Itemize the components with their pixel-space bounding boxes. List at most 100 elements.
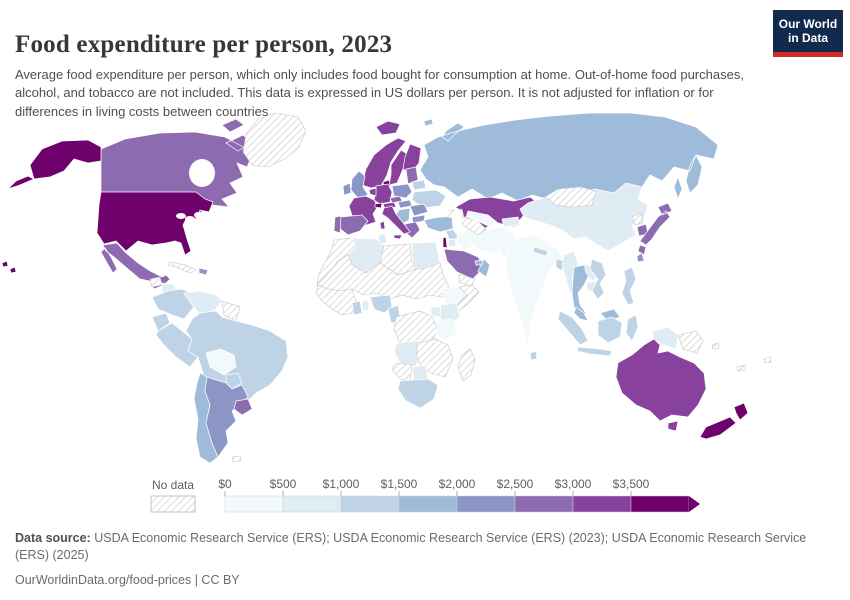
license-link[interactable]: OurWorldinData.org/food-prices | CC BY [15, 572, 240, 587]
country-south-africa[interactable] [397, 378, 439, 409]
country-russia[interactable] [419, 112, 719, 202]
country-uganda[interactable] [430, 306, 441, 318]
owid-logo-accent-bar [773, 51, 843, 57]
country-bangladesh[interactable] [555, 258, 565, 272]
country-alaska-united-states[interactable] [7, 139, 102, 190]
country-solomon-islands[interactable] [711, 342, 720, 350]
country-uruguay[interactable] [233, 398, 253, 416]
country-sri-lanka[interactable] [529, 350, 538, 361]
legend-tick-label: $3,500 [613, 477, 650, 491]
country-germany[interactable] [373, 183, 393, 205]
country-india[interactable] [505, 234, 563, 346]
data-source-text: USDA Economic Research Service (ERS); US… [15, 531, 807, 563]
caspian-sea [452, 208, 462, 234]
country-bolivia[interactable] [205, 348, 237, 376]
owid-logo[interactable]: Our World in Data [773, 10, 843, 57]
great-lake-west [176, 213, 186, 219]
country-mexico[interactable] [100, 242, 171, 290]
country-taiwan[interactable] [636, 252, 645, 263]
country-philippines[interactable] [621, 266, 637, 306]
country-israel[interactable] [442, 236, 448, 249]
legend-bin-2[interactable] [340, 495, 400, 513]
country-bulgaria[interactable] [411, 214, 426, 224]
owid-logo-line1: Our World [778, 17, 838, 31]
country-new-zealand[interactable] [699, 402, 749, 440]
country-namibia[interactable] [391, 362, 413, 382]
country-vietnam[interactable] [589, 258, 607, 300]
country-iceland[interactable] [375, 120, 401, 136]
country-spain[interactable] [337, 214, 369, 236]
legend-tick-label: $2,500 [497, 477, 534, 491]
legend-bin-0[interactable] [224, 495, 284, 513]
country-tunisia[interactable] [377, 232, 388, 245]
legend-bin-7[interactable] [630, 495, 690, 513]
world-choropleth-map [1, 112, 772, 464]
country-west-africa[interactable] [315, 284, 357, 316]
legend-bin-5[interactable] [514, 495, 574, 513]
country-fiji[interactable] [763, 356, 772, 364]
lakes-group [176, 159, 462, 321]
great-lake-mid [185, 216, 195, 222]
country-somalia[interactable] [456, 284, 480, 312]
country-ghana[interactable] [351, 300, 363, 316]
country-greenland[interactable] [242, 112, 307, 168]
great-lake-east [194, 212, 202, 218]
country-botswana[interactable] [411, 364, 429, 382]
hudson-bay [189, 159, 215, 187]
country-baltic-states[interactable] [405, 166, 419, 185]
country-japan[interactable] [637, 202, 673, 256]
country-dominican-republic[interactable] [198, 267, 209, 276]
country-italy[interactable] [379, 205, 411, 240]
country-indonesia[interactable] [557, 310, 639, 357]
legend-bin-6[interactable] [572, 495, 632, 513]
country-ukraine[interactable] [411, 189, 447, 209]
country-kyrgyzstan-tajikistan[interactable] [501, 216, 521, 228]
country-nepal[interactable] [532, 246, 549, 257]
country-falkland-islands[interactable] [231, 455, 242, 463]
country-ireland[interactable] [342, 182, 352, 196]
owid-logo-text: Our World in Data [773, 10, 843, 52]
country-sahel-sudan[interactable] [316, 254, 451, 300]
country-ecuador[interactable] [151, 312, 171, 332]
country-poland[interactable] [391, 183, 413, 199]
country-switzerland[interactable] [374, 202, 383, 209]
legend-no-data-label: No data [152, 478, 194, 492]
country-uzbekistan[interactable] [465, 210, 499, 228]
country-jordan[interactable] [447, 238, 457, 248]
legend-bin-4[interactable] [456, 495, 516, 513]
country-finland[interactable] [402, 143, 422, 174]
country-romania[interactable] [409, 203, 429, 217]
country-belgium-netherlands[interactable] [368, 187, 377, 197]
legend-bin-3[interactable] [398, 495, 458, 513]
country-saudi-arabia[interactable] [443, 248, 485, 280]
chart-subtitle: Average food expenditure per person, whi… [15, 67, 744, 119]
country-hawaii-united-states[interactable] [1, 260, 17, 274]
country-belarus[interactable] [411, 179, 427, 191]
legend-tick-label: $1,000 [323, 477, 360, 491]
map-legend: No data $0 $500 $1,000 $1,500 $2,000 $2,500 $3… [150, 477, 700, 513]
country-madagascar[interactable] [457, 348, 476, 382]
country-tanzania[interactable] [434, 318, 458, 342]
country-venezuela[interactable] [183, 290, 223, 316]
page-title: Food expenditure per person, 2023 [15, 30, 393, 58]
country-papua-new-guinea[interactable] [677, 330, 704, 354]
data-source-line: Data source: USDA Economic Research Serv… [15, 530, 837, 565]
country-portugal[interactable] [333, 215, 342, 234]
country-australia[interactable] [615, 338, 707, 432]
country-north-korea[interactable] [631, 212, 644, 226]
country-new-caledonia[interactable] [736, 364, 747, 372]
country-guatemala[interactable] [149, 276, 163, 288]
country-cuba[interactable] [167, 261, 197, 274]
country-paraguay[interactable] [225, 372, 243, 390]
country-argentina[interactable] [204, 376, 249, 458]
legend-no-data-swatch[interactable] [150, 495, 196, 513]
country-mongolia[interactable] [544, 186, 597, 208]
country-united-arab-emirates[interactable] [474, 259, 484, 266]
country-benin-togo[interactable] [361, 299, 370, 312]
legend-tick-labels: $0 $500 $1,000 $1,500 $2,000 $2,500 $3,000 $3,5… [218, 477, 650, 496]
country-sweden[interactable] [388, 149, 408, 186]
country-malaysia[interactable] [573, 306, 621, 322]
legend-bin-1[interactable] [282, 495, 342, 513]
country-united-kingdom[interactable] [350, 170, 369, 199]
country-united-states[interactable] [96, 191, 214, 256]
